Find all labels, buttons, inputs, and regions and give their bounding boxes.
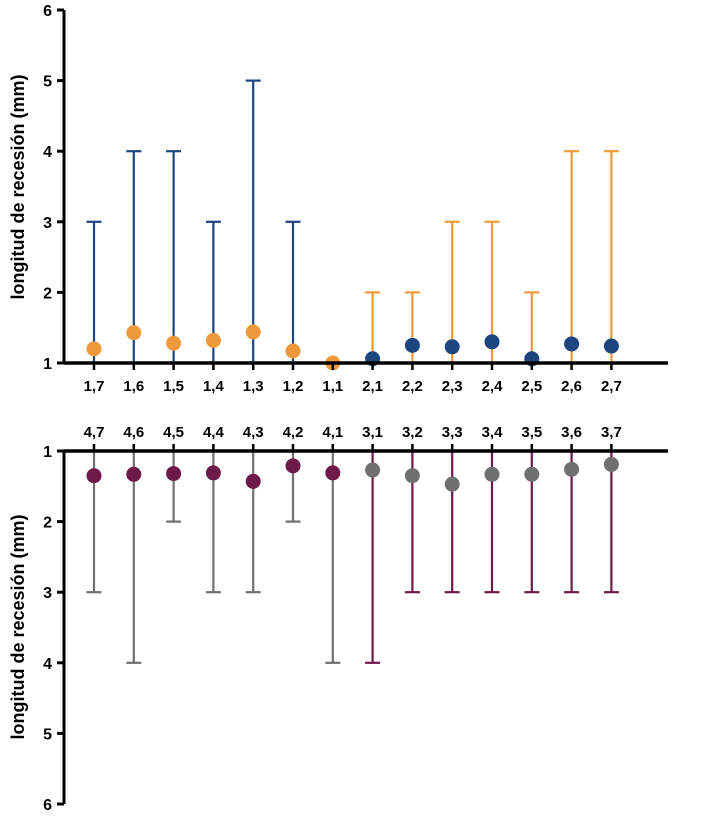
lower-data-point-4,2 [285, 458, 301, 474]
upper-data-point-2,4 [484, 334, 500, 350]
upper-category-label-1,3: 1,3 [243, 378, 264, 395]
lower-y-tick-label-5: 5 [43, 726, 52, 743]
upper-category-label-2,4: 2,4 [482, 378, 504, 395]
upper-data-point-1,4 [205, 332, 221, 348]
upper-data-point-1,2 [285, 343, 301, 359]
upper-y-tick-label-3: 3 [43, 215, 52, 232]
lower-data-point-3,5 [524, 466, 540, 482]
upper-y-tick-label-2: 2 [43, 285, 52, 302]
lower-category-label-3,7: 3,7 [601, 424, 622, 441]
upper-data-point-2,7 [603, 338, 619, 354]
upper-category-label-2,2: 2,2 [402, 378, 423, 395]
lower-category-label-3,6: 3,6 [561, 424, 582, 441]
upper-category-label-1,6: 1,6 [123, 378, 144, 395]
lower-data-point-4,4 [205, 465, 221, 481]
lower-data-point-4,5 [166, 466, 182, 482]
upper-y-tick-label-4: 4 [43, 144, 52, 161]
lower-data-point-3,1 [365, 462, 381, 478]
lower-data-point-4,7 [86, 468, 102, 484]
lower-data-point-3,3 [444, 476, 460, 492]
upper-category-label-1,7: 1,7 [84, 378, 105, 395]
upper-category-label-1,2: 1,2 [283, 378, 304, 395]
lower-data-point-4,1 [325, 465, 341, 481]
upper-data-point-2,3 [444, 339, 460, 355]
upper-category-label-1,4: 1,4 [203, 378, 225, 395]
lower-category-label-4,2: 4,2 [283, 424, 304, 441]
upper-panel: longitud de recesión (mm) 1 2 3 4 5 6 1,7 1,6 1,5… [8, 3, 668, 395]
lower-category-label-4,4: 4,4 [203, 424, 225, 441]
lower-data-point-4,6 [126, 466, 142, 482]
lower-panel: longitud de recesión (mm) 1 2 3 4 5 6 4,7 4,6 4,5… [8, 424, 668, 814]
upper-category-label-2,5: 2,5 [521, 378, 542, 395]
upper-data-point-1,6 [126, 325, 142, 341]
lower-category-label-3,5: 3,5 [521, 424, 542, 441]
lower-y-axis-title: longitud de recesión (mm) [8, 514, 28, 739]
lower-data-point-3,7 [603, 456, 619, 472]
upper-y-tick-label-1: 1 [43, 356, 52, 373]
lower-y-tick-label-6: 6 [43, 797, 52, 814]
upper-data-point-1,3 [245, 324, 261, 340]
upper-category-label-1,5: 1,5 [163, 378, 184, 395]
upper-y-tick-label-6: 6 [43, 3, 52, 20]
lower-y-tick-label-4: 4 [43, 656, 52, 673]
lower-category-label-4,6: 4,6 [123, 424, 144, 441]
upper-data-point-1,5 [166, 335, 182, 351]
lower-y-tick-label-1: 1 [43, 444, 52, 461]
upper-y-axis-title: longitud de recesión (mm) [8, 74, 28, 299]
upper-data-point-1,7 [86, 341, 102, 357]
lower-category-label-4,1: 4,1 [322, 424, 343, 441]
upper-category-label-2,3: 2,3 [442, 378, 463, 395]
lower-data-point-3,2 [404, 468, 420, 484]
upper-category-label-2,7: 2,7 [601, 378, 622, 395]
upper-category-label-1,1: 1,1 [322, 378, 343, 395]
lower-category-label-3,1: 3,1 [362, 424, 383, 441]
upper-category-label-2,1: 2,1 [362, 378, 383, 395]
lower-data-point-3,4 [484, 466, 500, 482]
lower-y-tick-label-3: 3 [43, 585, 52, 602]
lower-category-label-4,7: 4,7 [84, 424, 105, 441]
lower-y-tick-label-2: 2 [43, 515, 52, 532]
lower-category-label-3,4: 3,4 [482, 424, 504, 441]
upper-category-label-2,6: 2,6 [561, 378, 582, 395]
upper-data-point-2,6 [564, 336, 580, 352]
upper-data-point-2,2 [404, 337, 420, 353]
lower-category-label-4,3: 4,3 [243, 424, 264, 441]
upper-y-tick-label-5: 5 [43, 74, 52, 91]
lower-data-point-4,3 [245, 473, 261, 489]
lower-category-label-4,5: 4,5 [163, 424, 184, 441]
lower-category-label-3,2: 3,2 [402, 424, 423, 441]
lower-category-label-3,3: 3,3 [442, 424, 463, 441]
lower-data-point-3,6 [564, 461, 580, 477]
